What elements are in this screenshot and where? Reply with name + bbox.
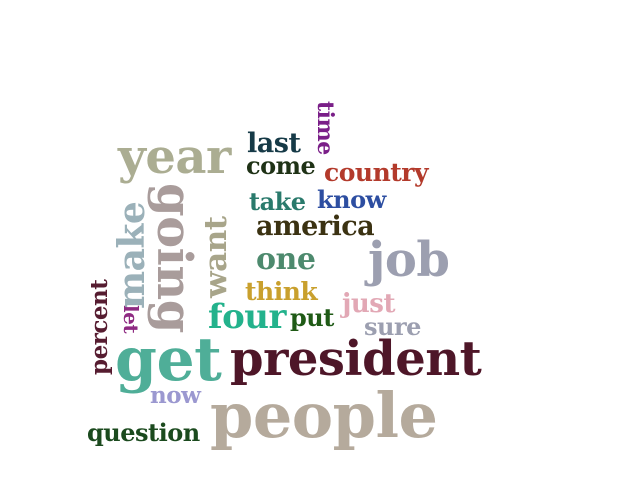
word-people: people (210, 379, 438, 452)
word-make: make (111, 201, 153, 309)
word-now: now (150, 382, 201, 409)
word-going: going (146, 183, 202, 333)
word-come: come (246, 151, 316, 180)
word-know: know (317, 185, 386, 214)
word-put: put (290, 303, 334, 332)
word-let: let (119, 305, 143, 334)
word-just: just (342, 289, 395, 319)
word-sure: sure (364, 312, 421, 341)
word-america: america (256, 211, 375, 242)
word-take: take (249, 187, 306, 216)
word-president: president (230, 331, 482, 387)
word-one: one (256, 242, 316, 277)
word-four: four (208, 297, 286, 337)
word-time: time (312, 101, 338, 155)
word-job: job (368, 232, 450, 288)
word-want: want (198, 216, 234, 298)
word-question: question (87, 418, 200, 447)
word-get: get (115, 325, 222, 395)
word-year: year (118, 129, 231, 185)
word-country: country (324, 158, 429, 187)
word-percent: percent (86, 279, 113, 375)
word-think: think (245, 277, 318, 306)
word-last: last (247, 128, 301, 159)
